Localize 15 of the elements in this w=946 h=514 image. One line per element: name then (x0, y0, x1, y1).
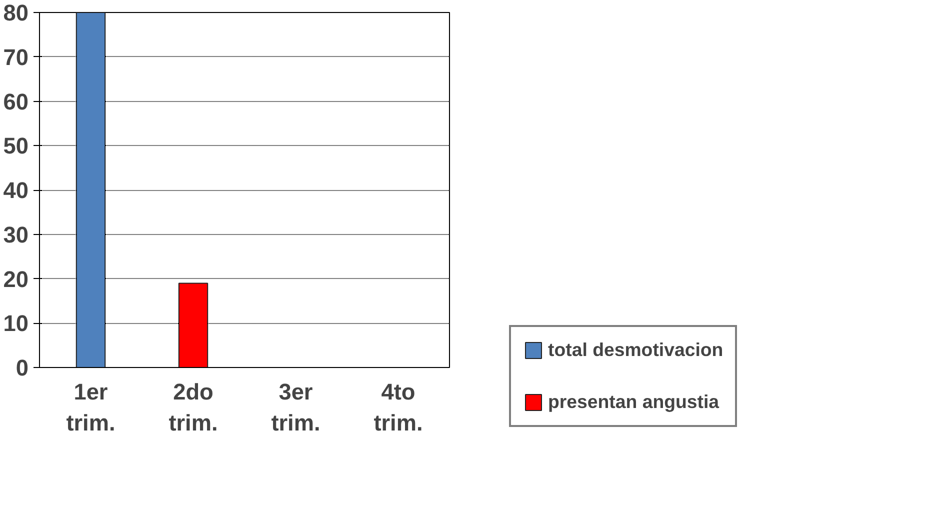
y-tick-label: 70 (3, 44, 28, 70)
x-tick-label: 3er trim. (271, 378, 320, 436)
y-tick-label: 0 (16, 354, 29, 380)
y-tick-label: 50 (3, 132, 28, 159)
y-tick-label: 10 (3, 310, 28, 336)
y-tick-label: 30 (3, 221, 28, 248)
x-tick-label: 2do trim. (168, 378, 218, 436)
legend-label: total desmotivacion (548, 339, 724, 361)
y-tick-label: 80 (3, 0, 28, 26)
y-tick-label: 20 (3, 266, 28, 292)
y-tick-label: 40 (3, 177, 28, 203)
x-tick-label: 4to trim. (374, 378, 423, 436)
x-tick-label: 1er trim. (66, 378, 116, 436)
y-tick-label: 60 (3, 88, 28, 114)
legend-label: presentan angustia (548, 391, 720, 413)
